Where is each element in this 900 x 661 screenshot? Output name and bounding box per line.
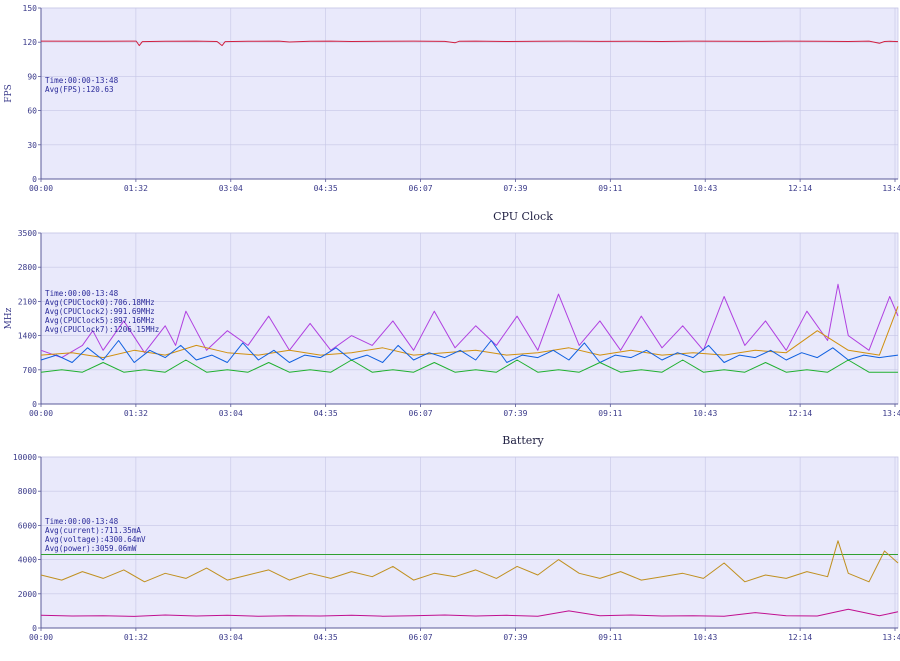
fps-xtick-label-1: 01:32 bbox=[124, 184, 148, 193]
cpu-xtick-label-4: 06:07 bbox=[409, 409, 433, 418]
fps-xtick-label-5: 07:39 bbox=[503, 184, 527, 193]
battery-annotation-0: Time:00:00-13:48 bbox=[45, 517, 119, 526]
cpu-ytick-label-4: 2800 bbox=[18, 263, 37, 272]
battery-panel: 0 2000 4000 6000 8000 10000 00:00 01:32 03:04 04:… bbox=[13, 434, 900, 642]
cpu-series-cpuclock7 bbox=[40, 283, 899, 359]
cpu-xtick-label-5: 07:39 bbox=[503, 409, 527, 418]
battery-annotation-2: Avg(voltage):4300.64mV bbox=[45, 535, 146, 544]
fps-y-axis-label: FPS bbox=[4, 84, 14, 102]
battery-series-power bbox=[40, 540, 899, 583]
fps-series-0 bbox=[40, 40, 899, 47]
cpu-annotation-2: Avg(CPUClock2):991.69MHz bbox=[45, 307, 155, 316]
cpu-annotation-4: Avg(CPUClock7):1206.15MHz bbox=[45, 325, 159, 334]
fps-xtick-label-6: 09:11 bbox=[598, 184, 622, 193]
cpu-xtick-label-6: 09:11 bbox=[598, 409, 622, 418]
battery-ytick-label-5: 10000 bbox=[13, 453, 37, 462]
fps-annotation-0: Time:00:00-13:48 bbox=[45, 76, 119, 85]
cpu-annotation-1: Avg(CPUClock0):706.18MHz bbox=[45, 298, 155, 307]
fps-ytick-label-2: 60 bbox=[27, 107, 37, 116]
fps-annotation-1: Avg(FPS):120.63 bbox=[45, 85, 114, 94]
fps-xtick-label-0: 00:00 bbox=[29, 184, 53, 193]
cpu-xtick-label-7: 10:43 bbox=[693, 409, 717, 418]
battery-ytick-label-3: 6000 bbox=[18, 521, 37, 530]
battery-ytick-label-0: 0 bbox=[32, 624, 37, 633]
cpu-panel: 0 700 1400 2100 2800 3500 00:00 01:32 03:04 04:35… bbox=[4, 210, 900, 418]
fps-panel: 0 30 60 90 120 150 00:00 01:32 03:04 04:35 06:07 07… bbox=[4, 4, 900, 193]
fps-ytick-label-4: 120 bbox=[23, 38, 38, 47]
cpu-ytick-label-2: 1400 bbox=[18, 332, 37, 341]
battery-annotation-1: Avg(current):711.35mA bbox=[45, 526, 141, 535]
fps-xtick-label-3: 04:35 bbox=[314, 184, 338, 193]
cpu-series-cpuclock2 bbox=[40, 340, 899, 363]
battery-xtick-label-3: 04:35 bbox=[314, 633, 338, 642]
cpu-annotation-0: Time:00:00-13:48 bbox=[45, 289, 119, 298]
battery-xtick-label-7: 10:43 bbox=[693, 633, 717, 642]
cpu-xtick-label-1: 01:32 bbox=[124, 409, 148, 418]
battery-xtick-label-2: 03:04 bbox=[219, 633, 243, 642]
battery-ytick-label-1: 2000 bbox=[18, 590, 37, 599]
fps-ytick-label-5: 150 bbox=[23, 4, 38, 13]
fps-ytick-label-3: 90 bbox=[27, 72, 37, 81]
cpu-xtick-label-2: 03:04 bbox=[219, 409, 243, 418]
fps-xtick-label-8: 12:14 bbox=[788, 184, 812, 193]
battery-xtick-label-8: 12:14 bbox=[788, 633, 812, 642]
battery-xtick-label-5: 07:39 bbox=[503, 633, 527, 642]
cpu-chart-title: CPU Clock bbox=[493, 210, 553, 223]
fps-ytick-label-1: 30 bbox=[27, 141, 37, 150]
battery-xtick-label-1: 01:32 bbox=[124, 633, 148, 642]
fps-xtick-label-9: 13:4 bbox=[882, 184, 900, 193]
fps-ytick-label-0: 0 bbox=[32, 175, 37, 184]
battery-ytick-label-2: 4000 bbox=[18, 556, 37, 565]
cpu-series-cpuclock0 bbox=[40, 359, 898, 373]
battery-xtick-label-6: 09:11 bbox=[598, 633, 622, 642]
fps-xtick-label-2: 03:04 bbox=[219, 184, 243, 193]
cpu-y-axis-label: MHz bbox=[4, 307, 14, 329]
cpu-annotation-3: Avg(CPUClock5):897.16MHz bbox=[45, 316, 155, 325]
battery-xtick-label-4: 06:07 bbox=[409, 633, 433, 642]
battery-xtick-label-0: 00:00 bbox=[29, 633, 53, 642]
cpu-ytick-label-3: 2100 bbox=[18, 297, 37, 306]
cpu-xtick-label-0: 00:00 bbox=[29, 409, 53, 418]
battery-ytick-label-4: 8000 bbox=[18, 487, 37, 496]
cpu-ytick-label-1: 700 bbox=[23, 366, 38, 375]
cpu-plot-area bbox=[40, 232, 899, 405]
battery-xtick-label-9: 13:4 bbox=[882, 633, 900, 642]
cpu-xtick-label-8: 12:14 bbox=[788, 409, 812, 418]
cpu-xtick-label-9: 13:4 bbox=[882, 409, 900, 418]
battery-annotation-3: Avg(power):3059.06mW bbox=[45, 544, 137, 553]
cpu-ytick-label-0: 0 bbox=[32, 400, 37, 409]
cpu-series-cpuclock5 bbox=[40, 306, 899, 359]
cpu-ytick-label-5: 3500 bbox=[18, 229, 37, 238]
battery-series-current bbox=[40, 608, 899, 617]
fps-plot-area bbox=[40, 7, 899, 180]
battery-plot-area bbox=[40, 456, 899, 629]
fps-xtick-label-4: 06:07 bbox=[409, 184, 433, 193]
fps-xtick-label-7: 10:43 bbox=[693, 184, 717, 193]
battery-chart-title: Battery bbox=[502, 434, 544, 447]
cpu-xtick-label-3: 04:35 bbox=[314, 409, 338, 418]
